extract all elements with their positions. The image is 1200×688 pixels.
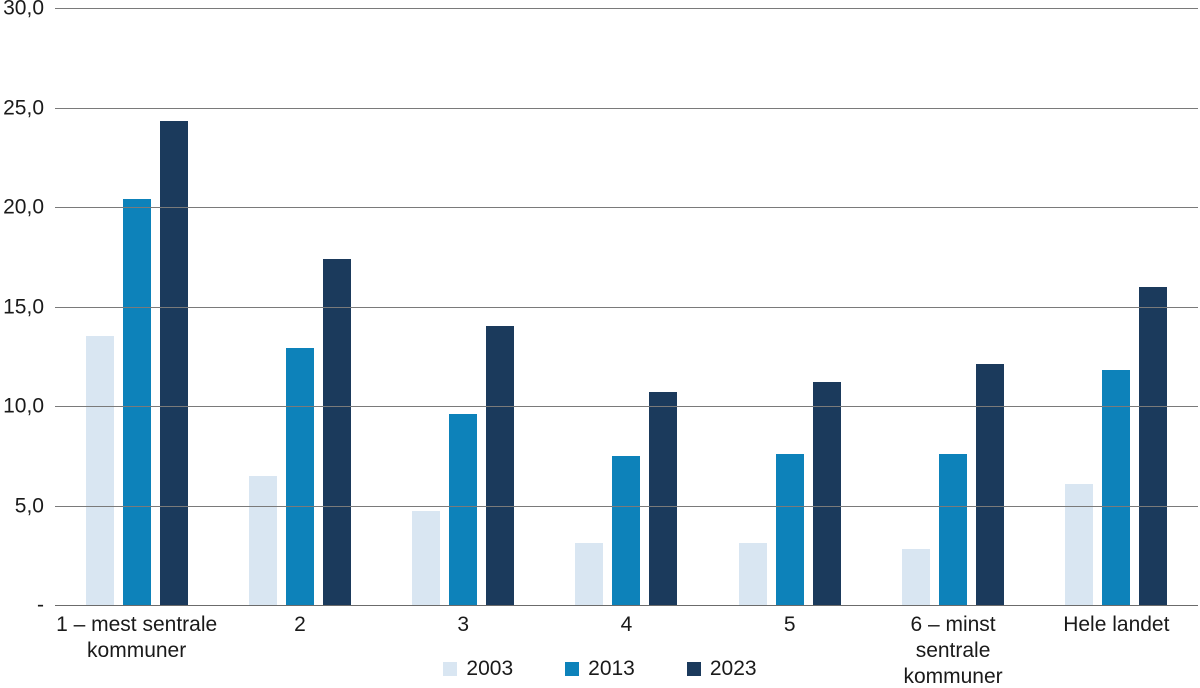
- y-tick-label: 20,0: [3, 195, 44, 219]
- plot-area: [55, 8, 1198, 606]
- legend-item-2023: 2023: [686, 657, 757, 680]
- bar-group-3: [382, 8, 545, 605]
- legend-item-2003: 2003: [443, 658, 513, 680]
- bar-2013-group3: [449, 413, 478, 605]
- x-tick-label-text: 4: [620, 613, 633, 636]
- legend-label: 2013: [588, 657, 635, 680]
- gridline-20: [55, 207, 1198, 208]
- gridline-25: [55, 107, 1198, 109]
- gridline-15: [55, 306, 1198, 308]
- y-tick-label: 5,0: [14, 494, 44, 517]
- bar-2003-group7: [1065, 483, 1094, 605]
- legend-item-2013: 2013: [565, 658, 635, 680]
- bar-2003-group6: [902, 549, 931, 605]
- bar-group-5: [708, 8, 871, 605]
- x-tick-label: 5: [708, 612, 871, 688]
- bar-2023-group3: [486, 326, 515, 605]
- x-tick-label: 3: [382, 612, 545, 688]
- bar-group-1: [55, 8, 218, 605]
- legend-swatch-icon: [443, 662, 458, 676]
- bar-2003-group2: [248, 475, 277, 605]
- gridline-5: [55, 505, 1198, 507]
- bar-2013-group5: [775, 453, 804, 605]
- x-tick-label-text: 6 – minst sentrale kommuner: [903, 613, 1003, 688]
- bar-group-6: [871, 8, 1034, 605]
- bar-2013-group2: [285, 348, 314, 605]
- bars-layer: [55, 8, 1198, 605]
- bar-2013-group4: [612, 455, 641, 605]
- gridline-0: [55, 605, 1198, 606]
- bar-2023-group7: [1139, 286, 1168, 605]
- legend-label: 2003: [466, 657, 514, 680]
- bar-2013-group6: [939, 453, 968, 605]
- x-tick-label: 2: [218, 612, 381, 688]
- legend-label: 2023: [709, 657, 757, 680]
- bar-2003-group5: [738, 543, 767, 605]
- y-tick-label: 30,0: [3, 0, 44, 20]
- x-tick-label: 4: [545, 612, 708, 688]
- bar-group-7: [1035, 8, 1198, 605]
- x-tick-label-text: 2: [294, 613, 306, 636]
- legend-swatch-icon: [565, 662, 580, 676]
- y-tick-label: 15,0: [3, 295, 44, 318]
- x-tick-label: 1 – mest sentrale kommuner: [55, 612, 218, 688]
- legend: 2003 2013 2023: [0, 658, 1200, 680]
- bar-2003-group1: [85, 336, 114, 605]
- bar-2003-group3: [412, 511, 441, 605]
- x-tick-label-text: Hele landet: [1063, 613, 1170, 636]
- bar-2013-group1: [122, 199, 151, 605]
- bar-2023-group6: [976, 364, 1005, 605]
- bar-2023-group2: [322, 258, 351, 605]
- x-tick-label-text: 1 – mest sentrale kommuner: [56, 613, 218, 662]
- x-tick-label-text: 3: [457, 613, 470, 636]
- gridline-10: [55, 406, 1198, 407]
- bar-2023-group4: [649, 392, 678, 605]
- bar-group-2: [218, 8, 381, 605]
- bar-2023-group5: [812, 382, 841, 605]
- y-tick-label: -: [37, 593, 44, 617]
- legend-swatch-icon: [686, 662, 701, 676]
- y-tick-label: 10,0: [3, 394, 44, 418]
- y-tick-label: 25,0: [3, 96, 44, 119]
- x-tick-label: 6 – minst sentrale kommuner: [871, 612, 1034, 688]
- x-tick-label: Hele landet: [1035, 612, 1198, 688]
- bar-group-4: [545, 8, 708, 605]
- x-axis-labels: 1 – mest sentrale kommuner 2 3 4 5 6 – minst …: [55, 612, 1198, 688]
- gridline-30: [55, 8, 1198, 9]
- bar-2013-group7: [1102, 370, 1131, 605]
- x-tick-label-text: 5: [783, 613, 796, 636]
- bar-2023-group1: [159, 121, 188, 605]
- bar-2003-group4: [575, 543, 604, 605]
